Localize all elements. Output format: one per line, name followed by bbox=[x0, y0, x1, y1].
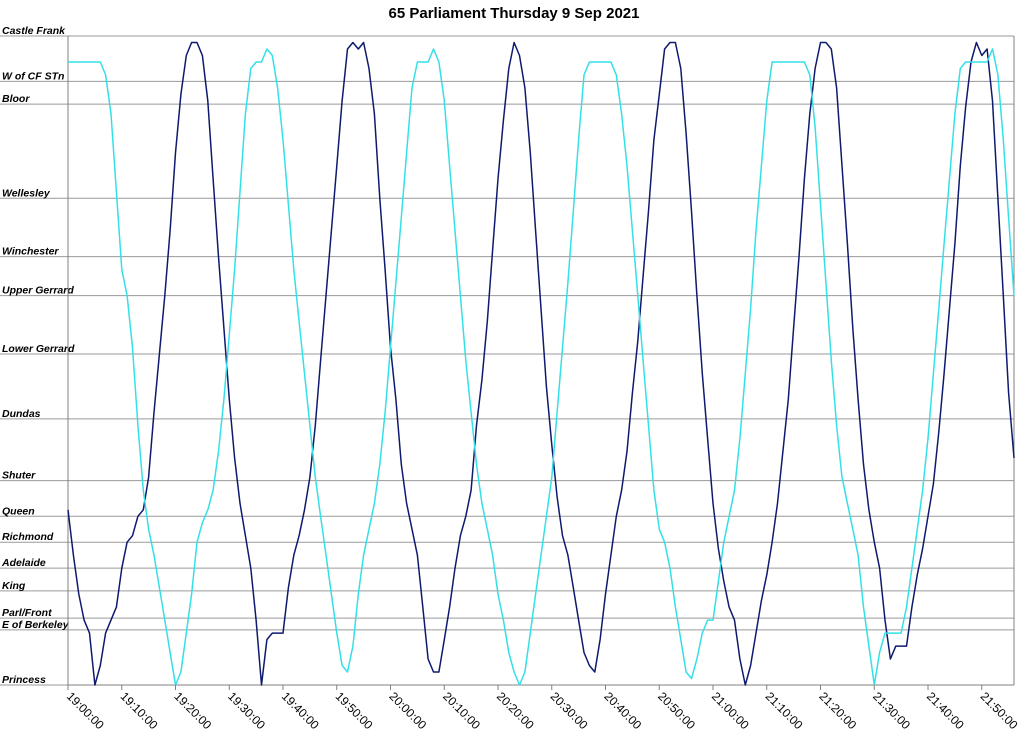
stop-label: Winchester bbox=[2, 246, 59, 258]
x-tick-label: 20:00:00 bbox=[386, 689, 429, 732]
stop-label: Upper Gerrard bbox=[2, 285, 74, 297]
x-tick-label: 19:50:00 bbox=[333, 689, 376, 732]
series-lines bbox=[67, 41, 1015, 686]
x-tick-label: 19:10:00 bbox=[118, 689, 161, 732]
stop-label: Parl/Front bbox=[2, 607, 52, 619]
x-tick-label: 21:30:00 bbox=[870, 689, 913, 732]
x-tick-label: 19:20:00 bbox=[171, 689, 214, 732]
stop-label: Adelaide bbox=[1, 557, 46, 569]
stop-label: Shuter bbox=[2, 470, 36, 482]
x-axis-ticks: 19:00:00 19:10:00 19:20:00 19:30:00 19:40:00… bbox=[64, 685, 1021, 732]
stop-labels: Castle Frank W of CF STn Bloor Wellesley Win… bbox=[1, 25, 75, 686]
plot-axes bbox=[67, 36, 1015, 686]
stop-label: E of Berkeley bbox=[2, 619, 70, 631]
x-tick-label: 20:40:00 bbox=[601, 689, 644, 732]
stop-label: Lower Gerrard bbox=[2, 343, 75, 355]
x-tick-label: 21:50:00 bbox=[978, 689, 1021, 732]
stop-label: Dundas bbox=[2, 408, 41, 420]
stop-label: King bbox=[2, 580, 26, 592]
x-tick-label: 19:30:00 bbox=[225, 689, 268, 732]
x-tick-label: 19:40:00 bbox=[279, 689, 322, 732]
stop-label: W of CF STn bbox=[2, 70, 64, 82]
chart-title: 65 Parliament Thursday 9 Sep 2021 bbox=[389, 5, 640, 22]
x-tick-label: 21:00:00 bbox=[709, 689, 752, 732]
x-tick-label: 21:10:00 bbox=[763, 689, 806, 732]
x-tick-label: 21:20:00 bbox=[816, 689, 859, 732]
stop-label: Queen bbox=[2, 505, 35, 517]
stop-label: Wellesley bbox=[2, 187, 51, 199]
x-tick-label: 20:20:00 bbox=[494, 689, 537, 732]
x-tick-label: 19:00:00 bbox=[64, 689, 107, 732]
x-tick-label: 21:40:00 bbox=[924, 689, 967, 732]
stop-label: Castle Frank bbox=[2, 25, 66, 37]
x-tick-label: 20:30:00 bbox=[548, 689, 591, 732]
stop-label: Princess bbox=[2, 674, 46, 686]
stop-label: Richmond bbox=[2, 531, 54, 543]
x-tick-label: 20:50:00 bbox=[655, 689, 698, 732]
stop-label: Bloor bbox=[2, 93, 30, 105]
bus-series-line-2 bbox=[68, 48, 1015, 686]
x-tick-label: 20:10:00 bbox=[440, 689, 483, 732]
bus-series-line-1 bbox=[67, 41, 1015, 686]
stop-gridlines bbox=[0, 35, 1014, 686]
